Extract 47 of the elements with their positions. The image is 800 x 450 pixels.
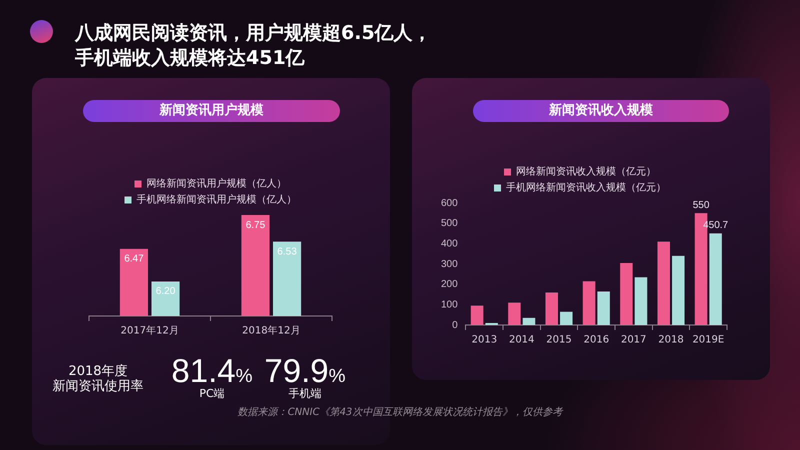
y-tick-label: 200 bbox=[440, 279, 458, 290]
bar bbox=[582, 281, 596, 325]
annotation: 81.4% bbox=[171, 352, 253, 389]
bar bbox=[634, 277, 648, 325]
y-tick-label: 300 bbox=[440, 258, 458, 270]
legend-label: 网络新闻资讯收入规模（亿元） bbox=[516, 166, 656, 178]
y-tick-label: 600 bbox=[440, 198, 458, 209]
y-tick-label: 100 bbox=[440, 299, 458, 310]
text: 新闻资讯使用率 bbox=[52, 379, 144, 394]
chart-title: 新闻资讯收入规模 bbox=[549, 103, 653, 119]
x-tick-label: 2018年12月 bbox=[242, 324, 300, 337]
x-tick-label: 2017 bbox=[620, 334, 646, 346]
bar bbox=[672, 256, 685, 325]
data-label: 6.75 bbox=[246, 220, 266, 231]
bar bbox=[597, 291, 610, 325]
y-tick-label: 500 bbox=[440, 218, 458, 230]
data-label: 6.47 bbox=[124, 254, 144, 265]
bar bbox=[709, 233, 722, 325]
annotation: PC端 bbox=[199, 387, 225, 400]
data-label: 550 bbox=[692, 200, 710, 211]
bar bbox=[620, 262, 633, 325]
chart-title: 新闻资讯用户规模 bbox=[160, 103, 264, 119]
x-tick-label: 2016 bbox=[584, 334, 610, 346]
x-tick-label: 2015 bbox=[546, 334, 572, 346]
bar bbox=[657, 242, 670, 325]
bar bbox=[508, 302, 521, 325]
legend-label: 手机网络新闻资讯用户规模（亿人） bbox=[136, 194, 296, 206]
legend-label: 手机网络新闻资讯收入规模（亿元） bbox=[506, 182, 666, 194]
text: 2018年度 bbox=[68, 364, 128, 379]
x-tick-label: 2017年12月 bbox=[120, 324, 179, 337]
x-tick-label: 2013 bbox=[472, 334, 498, 346]
y-tick-label: 400 bbox=[440, 238, 458, 250]
x-tick-label: 2018 bbox=[658, 334, 684, 346]
annotation: 79.9% bbox=[264, 352, 346, 389]
data-label: 6.53 bbox=[277, 246, 298, 258]
annotation: 手机端 bbox=[288, 387, 322, 400]
annotation: 数据来源：CNNIC《第43次中国互联网络发展状况统计报告》，仅供参考 bbox=[238, 407, 562, 419]
bar bbox=[522, 318, 536, 325]
y-tick-label: 0 bbox=[452, 320, 458, 331]
bar bbox=[545, 292, 558, 325]
legend-label: 网络新闻资讯用户规模（亿人） bbox=[146, 178, 286, 190]
x-tick-label: 2014 bbox=[508, 334, 534, 346]
bar bbox=[560, 312, 573, 325]
text: 八成网民阅读资讯，用户规模超6.5亿人，手机端收入规模将达451亿 bbox=[75, 21, 433, 71]
x-tick-label: 2019E bbox=[692, 334, 724, 346]
bar bbox=[470, 306, 484, 325]
data-label: 6.20 bbox=[156, 286, 176, 298]
